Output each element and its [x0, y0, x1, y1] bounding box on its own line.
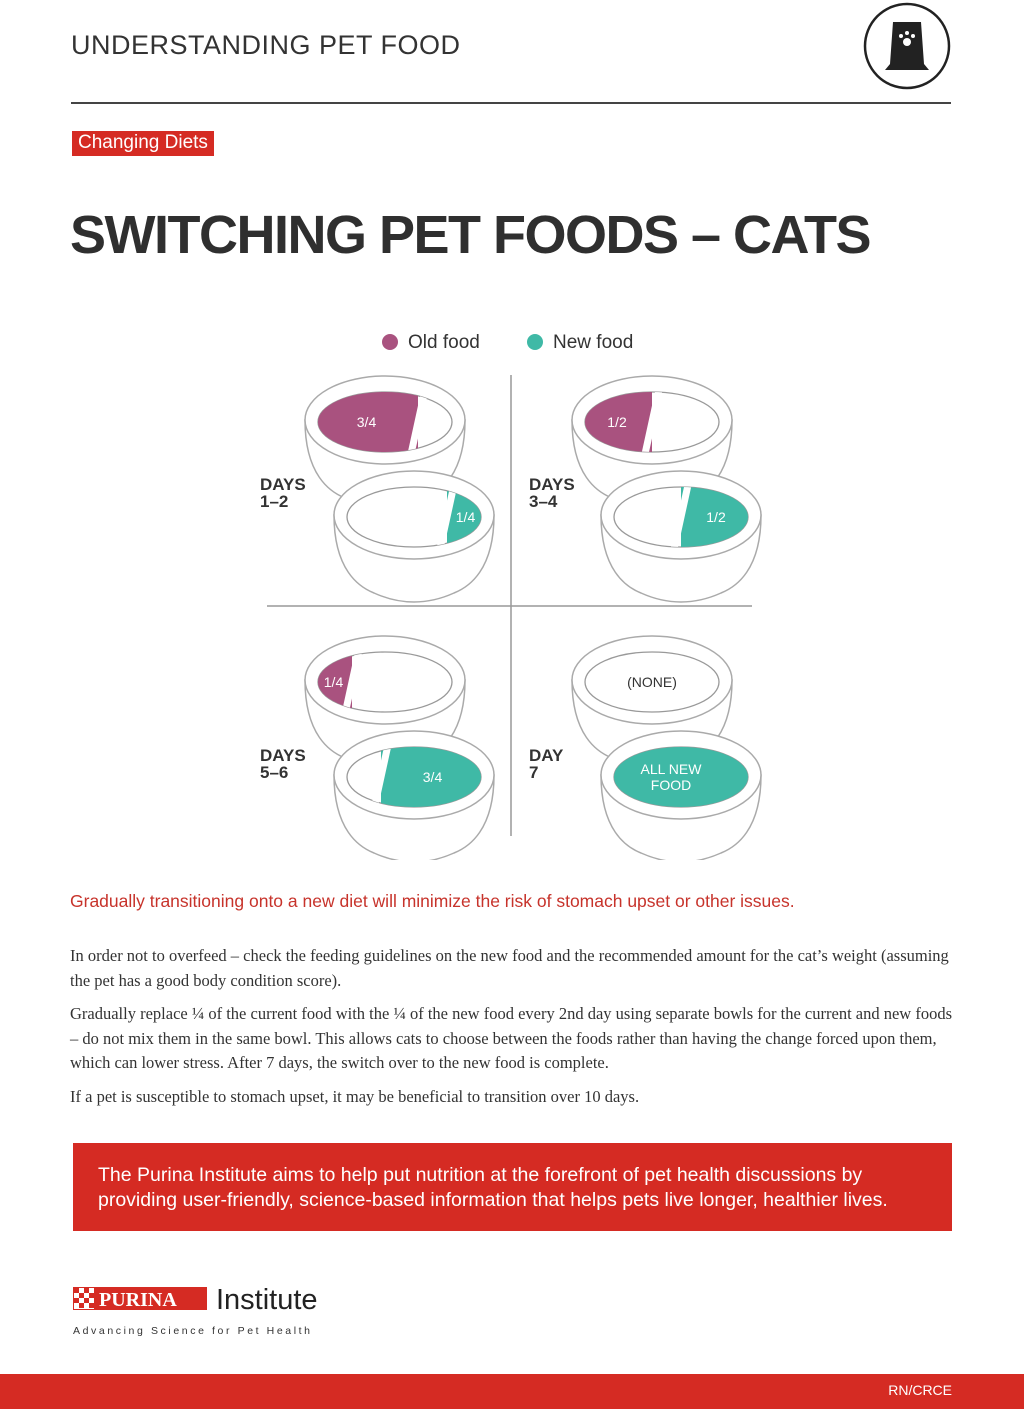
- legend-swatch: [527, 334, 543, 350]
- food-label: 3/4: [423, 769, 443, 785]
- header-icon: [863, 2, 951, 90]
- food-label: 1/2: [607, 414, 627, 430]
- food-gap: [370, 747, 392, 807]
- food-label: 1/4: [456, 509, 476, 525]
- day-label: 7: [529, 763, 538, 782]
- logo-name: Institute: [216, 1284, 318, 1316]
- legend-label: Old food: [408, 332, 480, 353]
- footer-code: RN/CRCE: [888, 1382, 952, 1398]
- bowl: 1/2: [600, 470, 762, 603]
- callout-box: The Purina Institute aims to help put nu…: [73, 1143, 952, 1231]
- day-label: 1–2: [260, 492, 288, 511]
- day-label: DAYS: [260, 475, 306, 494]
- logo-brand: PURINA: [99, 1289, 177, 1311]
- food-gap: [670, 487, 692, 547]
- food-gap: [641, 392, 663, 452]
- diet-diagram: Old food New food3/41/4DAYS1–21/21/2DAYS3…: [260, 332, 762, 860]
- food-label: FOOD: [651, 777, 691, 793]
- bowl: 1/2: [571, 375, 733, 508]
- header-title: UNDERSTANDING PET FOOD: [71, 30, 461, 60]
- legend-swatch: [382, 334, 398, 350]
- header-rule: [71, 102, 951, 104]
- day-label: DAYS: [529, 475, 575, 494]
- bowl: 3/4: [304, 375, 466, 508]
- food: [614, 747, 748, 807]
- bowl-inner: [584, 651, 720, 713]
- food-gap: [436, 487, 458, 547]
- food-gap: [407, 392, 429, 452]
- food-label: ALL NEW: [641, 761, 703, 777]
- page-title: SWITCHING PET FOODS – CATS: [70, 205, 872, 265]
- day-label: DAYS: [260, 746, 306, 765]
- bowl: 3/4: [333, 730, 495, 860]
- logo: PURINA Institute Advancing Science for P…: [73, 1284, 318, 1337]
- section-tag: Changing Diets: [72, 131, 214, 156]
- callout-text: The Purina Institute aims to help put nu…: [98, 1164, 888, 1211]
- logo-tagline: Advancing Science for Pet Health: [73, 1325, 313, 1337]
- highlight-text: Gradually transitioning onto a new diet …: [70, 891, 795, 911]
- food-label: 1/2: [706, 509, 726, 525]
- day-label: 3–4: [529, 492, 558, 511]
- food-label: (NONE): [627, 674, 677, 690]
- day-label: 5–6: [260, 763, 288, 782]
- paragraph: In order not to overfeed – check the fee…: [70, 946, 949, 990]
- paragraph: Gradually replace ¼ of the current food …: [70, 1004, 953, 1072]
- food-gap: [341, 652, 363, 712]
- paragraph: If a pet is susceptible to stomach upset…: [70, 1087, 640, 1106]
- day-label: DAY: [529, 746, 564, 765]
- bowl: 1/4: [333, 470, 495, 603]
- food-label: 1/4: [324, 674, 344, 690]
- legend-label: New food: [553, 332, 633, 353]
- food-label: 3/4: [357, 414, 377, 430]
- footer-bar: RN/CRCE: [0, 1374, 1024, 1409]
